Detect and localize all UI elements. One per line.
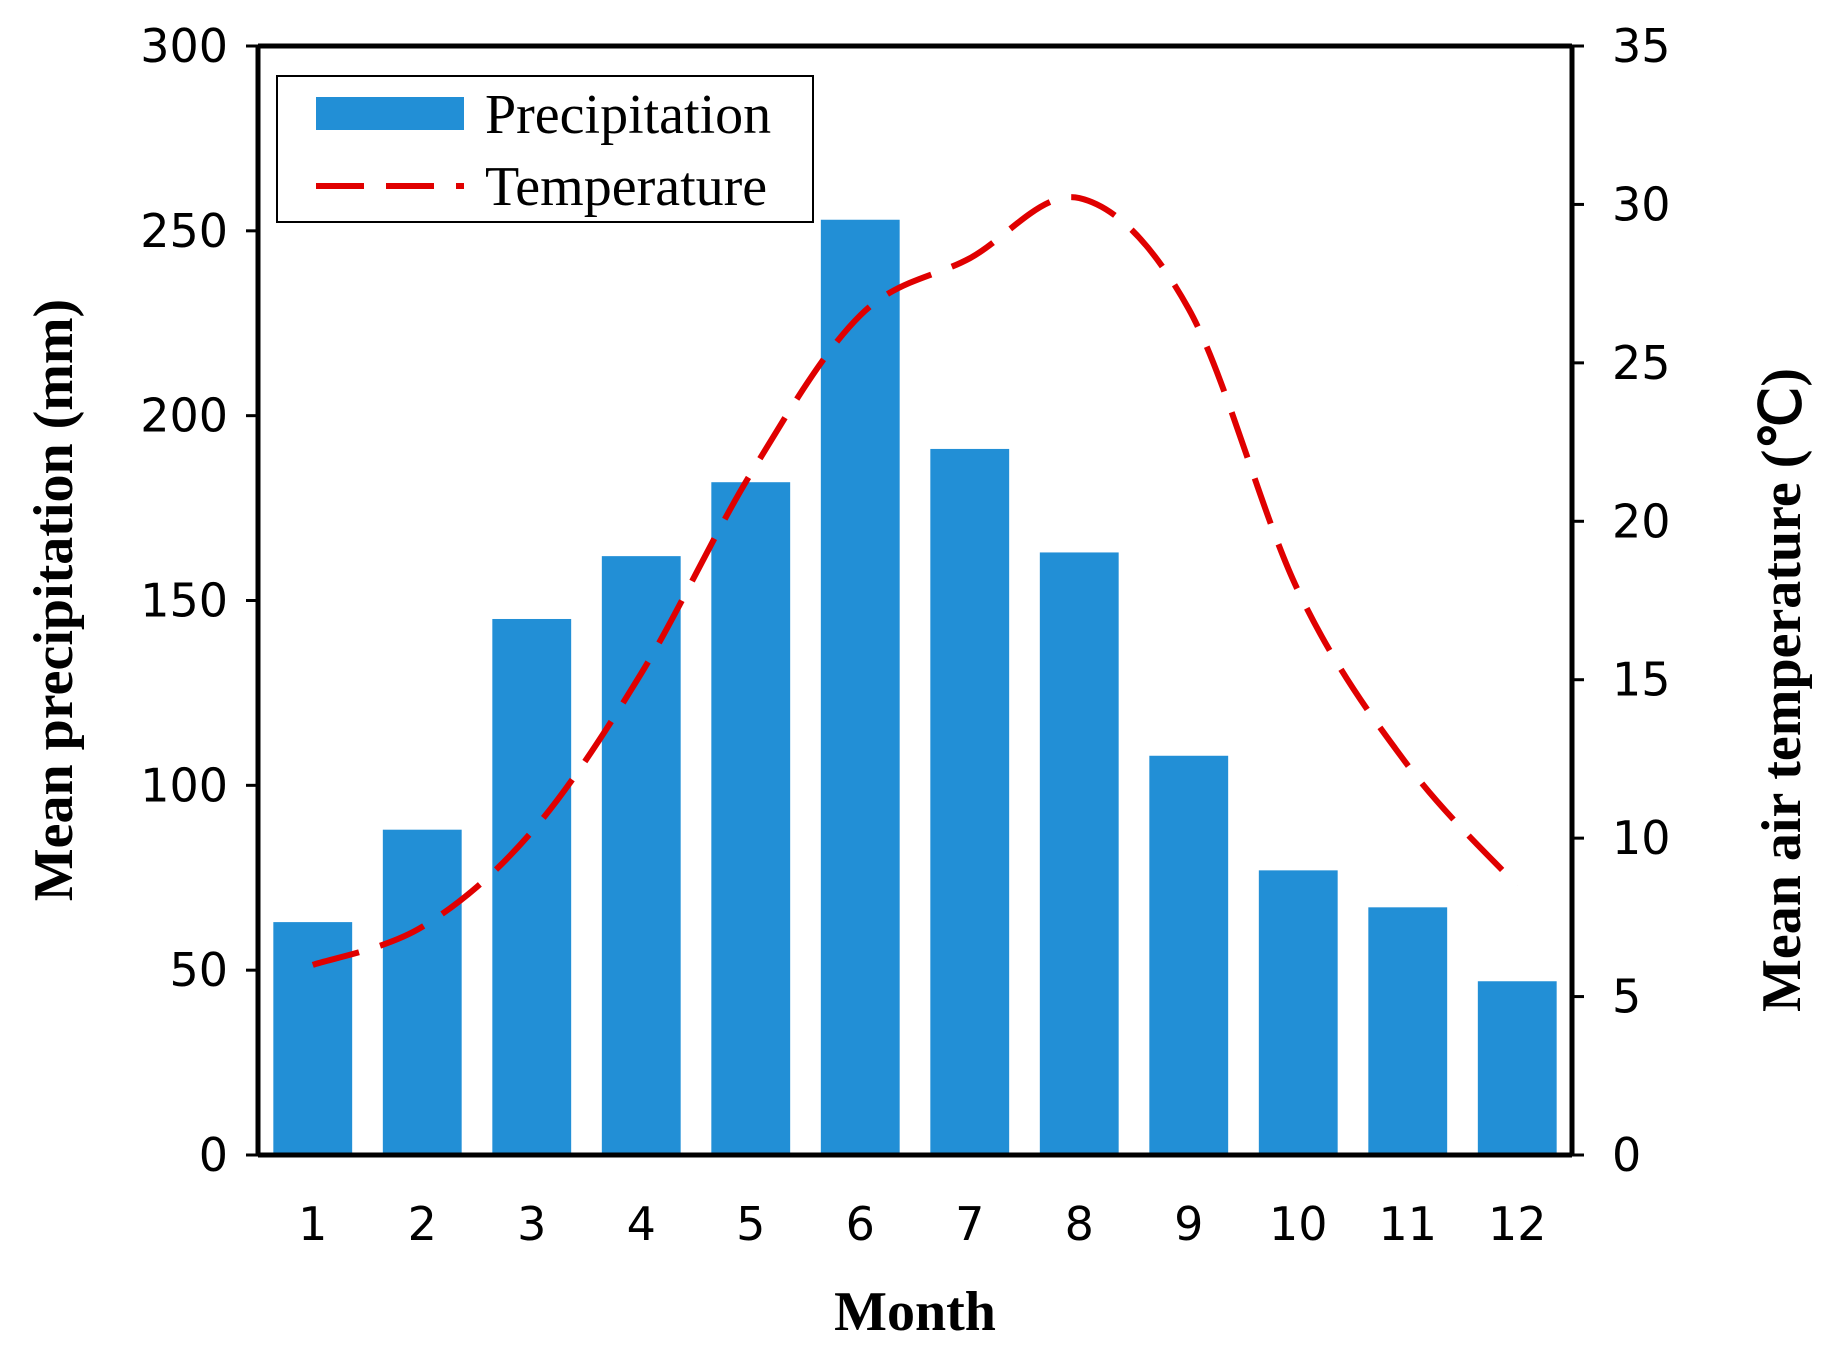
right-y-tick-label: 0	[1612, 1128, 1641, 1182]
precipitation-bar-9	[1149, 755, 1229, 1155]
left-y-tick-label: 250	[140, 204, 228, 258]
right-y-tick-label: 25	[1612, 336, 1671, 390]
right-y-tick-label: 15	[1612, 653, 1671, 707]
x-tick-label: 10	[1269, 1197, 1328, 1251]
right-y-tick-label: 30	[1612, 177, 1671, 231]
bars-layer	[273, 219, 1557, 1156]
left-y-tick-label: 0	[199, 1128, 228, 1182]
precipitation-bar-12	[1477, 981, 1557, 1155]
legend: Precipitation Temperature	[276, 75, 814, 223]
right-y-tick-label: 10	[1612, 811, 1671, 865]
x-tick-label: 9	[1174, 1197, 1203, 1251]
x-tick-label: 4	[627, 1197, 656, 1251]
left-y-tick-label: 100	[140, 758, 228, 812]
precipitation-bar-10	[1258, 870, 1338, 1155]
x-axis-title: Month	[834, 1281, 996, 1343]
x-tick-label: 12	[1488, 1197, 1547, 1251]
left-y-tick-label: 150	[140, 574, 228, 628]
left-y-tick-label: 200	[140, 389, 228, 443]
legend-precipitation-label: Precipitation	[485, 84, 771, 146]
x-tick-label: 11	[1378, 1197, 1437, 1251]
left-y-tick-label: 50	[169, 943, 228, 997]
precipitation-bar-7	[930, 448, 1010, 1156]
precipitation-bar-5	[711, 482, 791, 1155]
left-y-axis-title: Mean precipitation (mm)	[23, 299, 85, 901]
right-y-tick-label: 35	[1612, 19, 1671, 73]
precipitation-bar-8	[1039, 552, 1119, 1155]
x-tick-label: 3	[517, 1197, 546, 1251]
right-y-axis-title: Mean air temperature (℃)	[1751, 368, 1813, 1012]
temperature-line-layer	[311, 194, 1520, 968]
right-y-tick-label: 5	[1612, 970, 1641, 1024]
x-tick-label: 1	[298, 1197, 327, 1251]
right-y-tick-label: 20	[1612, 494, 1671, 548]
precipitation-bar-2	[382, 829, 462, 1155]
x-tick-label: 7	[955, 1197, 984, 1251]
left-y-tick-label: 300	[140, 19, 228, 73]
legend-precipitation-swatch	[316, 97, 464, 130]
x-tick-label: 2	[408, 1197, 437, 1251]
x-tick-label: 8	[1065, 1197, 1094, 1251]
x-tick-label: 6	[846, 1197, 875, 1251]
precipitation-bar-6	[820, 219, 900, 1155]
precipitation-bar-4	[601, 556, 681, 1155]
legend-temperature-label: Temperature	[485, 156, 767, 218]
temperature-line	[311, 194, 1520, 968]
x-tick-label: 5	[736, 1197, 765, 1251]
precipitation-bar-3	[492, 618, 572, 1155]
precipitation-bar-11	[1368, 907, 1448, 1155]
precipitation-bar-1	[273, 922, 353, 1155]
